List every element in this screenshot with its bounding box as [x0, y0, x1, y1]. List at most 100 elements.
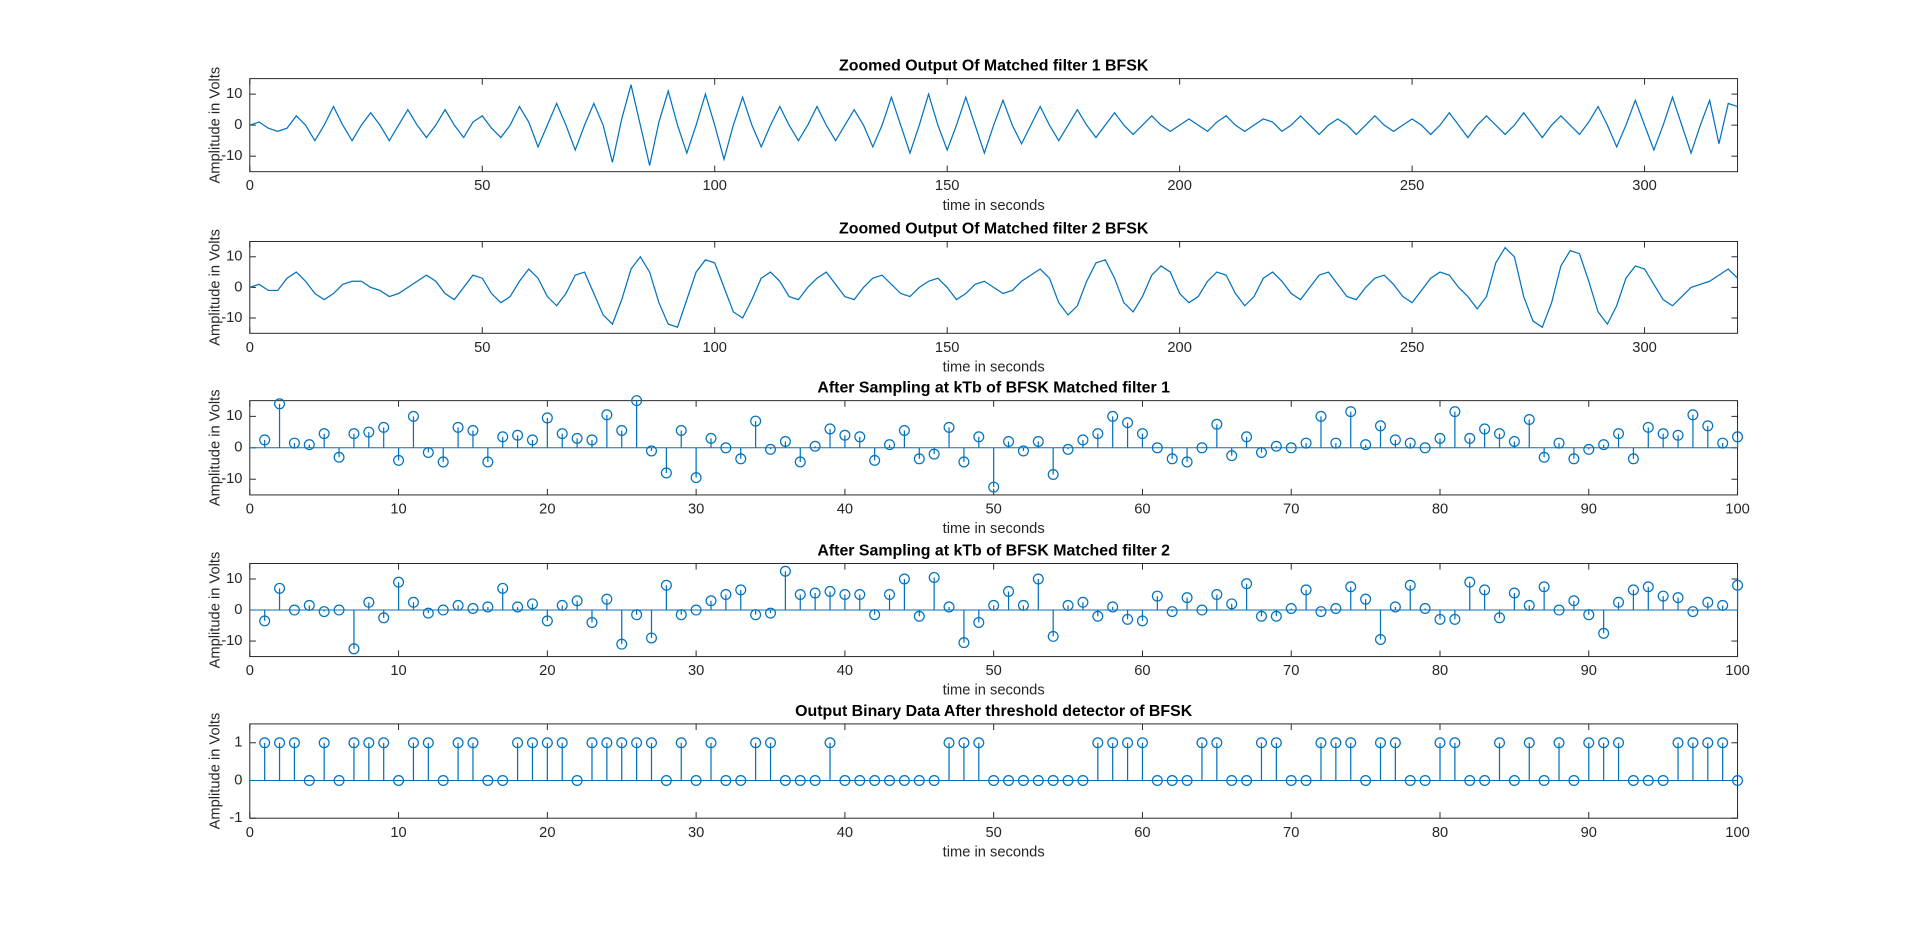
x-axis-label: time in seconds	[943, 844, 1045, 860]
stem-marker	[1687, 737, 1699, 749]
y-tick-label: 1	[234, 735, 242, 751]
stem-marker	[1047, 774, 1059, 787]
x-tick-label: 50	[474, 178, 490, 194]
stem-marker	[735, 453, 747, 465]
stem-marker	[1196, 604, 1208, 616]
stem-marker	[526, 737, 538, 749]
stem-marker	[1553, 604, 1565, 616]
stem-marker	[512, 601, 524, 613]
stem-marker	[1285, 442, 1297, 454]
stem-marker	[1598, 737, 1610, 749]
chart-title: Zoomed Output Of Matched filter 1 BFSK	[839, 58, 1149, 75]
y-axis-label: Amplitude in Volts	[207, 389, 223, 506]
stem-marker	[1047, 630, 1059, 642]
stem-marker	[1345, 737, 1357, 749]
x-tick-label: 60	[1134, 663, 1150, 679]
stem-marker	[1285, 774, 1297, 787]
stem-marker	[1568, 595, 1580, 607]
y-tick-label: 10	[226, 408, 242, 424]
x-tick-label: 150	[935, 178, 960, 194]
stem-marker	[348, 428, 360, 440]
stem-marker	[1122, 613, 1134, 625]
stem-marker	[1613, 596, 1625, 608]
stem-marker	[1583, 737, 1595, 749]
stem-marker	[1657, 590, 1669, 602]
y-axis-label: Amplitude in Volts	[207, 229, 223, 346]
stem-marker	[512, 429, 524, 441]
stem-marker	[259, 434, 271, 446]
stem-marker	[1270, 610, 1282, 622]
stem-marker	[452, 737, 464, 749]
x-tick-label: 60	[1134, 502, 1150, 518]
x-tick-label: 0	[246, 178, 254, 194]
stem-marker	[1211, 589, 1223, 601]
x-tick-label: 90	[1581, 502, 1597, 518]
stem-marker	[571, 595, 583, 607]
stem-marker	[1166, 774, 1178, 787]
stem-marker	[1181, 592, 1193, 604]
stem-marker	[1464, 774, 1476, 787]
stem-marker	[467, 602, 479, 615]
stem-marker	[1136, 615, 1148, 627]
stem-marker	[1122, 737, 1134, 749]
stem-marker	[1003, 774, 1015, 787]
stem-marker	[467, 737, 479, 749]
stem-marker	[274, 582, 286, 594]
stem-marker	[854, 774, 866, 787]
y-tick-label: -10	[221, 310, 242, 326]
x-tick-label: 150	[935, 340, 960, 356]
stem-marker	[1434, 613, 1446, 625]
stem-marker	[1493, 428, 1506, 440]
stem-marker	[1583, 609, 1595, 621]
stem-marker	[1583, 443, 1595, 455]
stem-marker	[1627, 453, 1639, 465]
stem-marker	[1538, 451, 1550, 463]
stem-marker	[1717, 437, 1729, 449]
stem-marker	[1092, 610, 1104, 622]
stem-marker	[303, 599, 315, 611]
stem-marker	[1107, 601, 1119, 613]
stem-marker	[1687, 409, 1699, 421]
stem-marker	[556, 599, 568, 611]
stem-marker	[1508, 436, 1520, 448]
stem-marker	[601, 593, 613, 605]
chart-title: Zoomed Output Of Matched filter 2 BFSK	[839, 220, 1149, 237]
stem-marker	[333, 604, 345, 616]
y-tick-label: 0	[234, 772, 242, 788]
stem-marker	[1717, 599, 1729, 611]
stem-marker	[958, 456, 970, 468]
stem-marker	[1493, 612, 1506, 624]
stem-marker	[274, 398, 286, 410]
stem-marker	[1642, 421, 1654, 433]
stem-marker	[660, 774, 672, 787]
stem-marker	[437, 774, 449, 787]
stem-marker	[1032, 436, 1044, 448]
chart-title: Output Binary Data After threshold detec…	[795, 703, 1193, 720]
x-tick-label: 10	[390, 825, 406, 841]
x-tick-label: 30	[688, 663, 704, 679]
stem-marker	[407, 596, 419, 608]
stem-marker	[1017, 774, 1029, 787]
stem-marker	[1360, 439, 1372, 451]
stem-marker	[765, 607, 777, 619]
stem-marker	[363, 426, 375, 438]
stem-marker	[1627, 774, 1639, 787]
stem-marker	[720, 589, 732, 601]
stem-marker	[571, 774, 583, 787]
stem-marker	[288, 437, 300, 449]
stem-marker	[1449, 406, 1461, 418]
stem-marker	[913, 774, 925, 787]
stem-marker	[1553, 737, 1565, 749]
stem-marker	[1330, 602, 1342, 615]
x-tick-label: 300	[1632, 340, 1657, 356]
y-tick-label: 0	[234, 440, 242, 456]
x-tick-label: 100	[702, 178, 727, 194]
stem-marker	[497, 774, 509, 787]
stem-marker	[1568, 453, 1580, 465]
stem-marker	[1672, 737, 1684, 749]
stem-marker	[660, 579, 672, 591]
stem-marker	[1062, 599, 1074, 611]
stem-marker	[1136, 428, 1148, 440]
